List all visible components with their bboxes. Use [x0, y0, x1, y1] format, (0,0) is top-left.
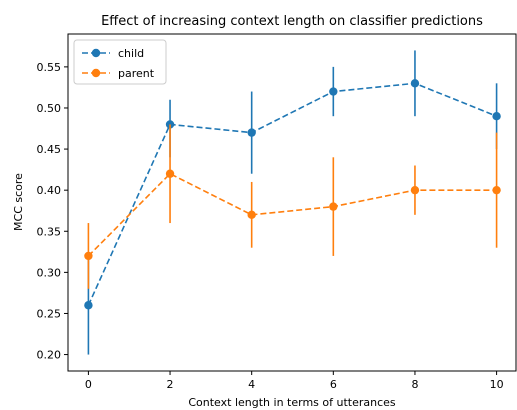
x-tick-label: 4 — [248, 378, 255, 391]
data-point — [247, 128, 256, 137]
y-tick-label: 0.45 — [37, 143, 62, 156]
axes-frame — [67, 33, 517, 372]
x-axis: 0 2 4 6 8 10 — [85, 371, 504, 391]
y-tick-label: 0.50 — [37, 102, 62, 115]
data-point — [84, 251, 93, 261]
legend-label: parent — [118, 67, 155, 80]
data-point — [492, 111, 501, 121]
data-point — [247, 210, 256, 220]
y-axis: 0.20 0.25 0.30 0.35 0.40 0.45 0.50 0.55 — [37, 61, 68, 362]
legend: child parent — [73, 39, 167, 85]
x-tick-label: 10 — [490, 378, 504, 391]
series-line — [87, 82, 497, 306]
legend-label: child — [118, 47, 144, 60]
y-tick-label: 0.40 — [37, 184, 62, 197]
y-axis-label: MCC score — [12, 173, 25, 231]
x-tick-label: 6 — [330, 378, 337, 391]
series-line — [87, 172, 497, 257]
chart-title: Effect of increasing context length on c… — [101, 14, 483, 29]
data-point — [410, 79, 420, 88]
x-tick-label: 8 — [411, 378, 418, 391]
plot-area — [84, 50, 501, 355]
x-tick-label: 2 — [167, 378, 174, 391]
legend-marker — [91, 68, 101, 78]
data-point — [84, 301, 93, 310]
data-point — [329, 87, 338, 96]
y-tick-label: 0.35 — [37, 225, 62, 238]
y-tick-label: 0.30 — [37, 266, 62, 279]
data-point — [410, 185, 420, 195]
y-tick-label: 0.20 — [37, 349, 62, 362]
data-point — [329, 202, 338, 211]
y-tick-label: 0.25 — [37, 307, 62, 320]
x-tick-label: 0 — [85, 378, 92, 391]
x-axis-label: Context length in terms of utterances — [188, 396, 396, 409]
series-child — [84, 50, 501, 355]
series-parent — [84, 124, 501, 289]
y-tick-label: 0.55 — [37, 61, 62, 74]
data-point — [492, 185, 501, 195]
data-point — [165, 169, 175, 178]
legend-marker — [91, 48, 101, 58]
